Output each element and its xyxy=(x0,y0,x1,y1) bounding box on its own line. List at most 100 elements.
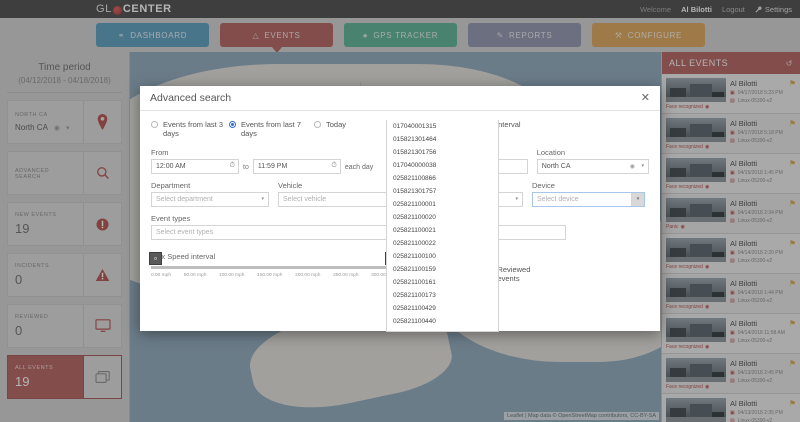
to-time-value: 11:59 PM xyxy=(257,162,288,170)
tab-reports[interactable]: ✎ REPORTS xyxy=(468,23,581,47)
clear-icon[interactable]: ◉ xyxy=(53,124,61,132)
radio-events-last-7-days[interactable]: Events from last 7 days xyxy=(229,120,314,139)
pin-icon[interactable]: ⚑ xyxy=(788,359,796,368)
device-option[interactable]: 025821100866 xyxy=(393,175,436,182)
device-icon: ▤ xyxy=(730,138,735,144)
device-option[interactable]: 025821100020 xyxy=(393,214,436,221)
map-attribution[interactable]: Leaflet | Map data © OpenStreetMap contr… xyxy=(504,412,659,420)
tab-dashboard[interactable]: ⚭ DASHBOARD xyxy=(96,23,209,47)
event-thumbnail[interactable] xyxy=(666,118,726,142)
event-types-select[interactable]: Select event types xyxy=(151,224,397,240)
device-option[interactable]: 025821100021 xyxy=(393,227,436,234)
pin-icon[interactable]: ⚑ xyxy=(788,119,796,128)
close-icon[interactable]: ✕ xyxy=(640,91,650,104)
sidebar-card-advanced-search[interactable]: ADVANCED SEARCH xyxy=(7,151,122,195)
event-thumbnail[interactable] xyxy=(666,198,726,222)
event-list-item[interactable]: Face recognized◉ Al Bilotti ▣04/13/2018 2:… xyxy=(662,354,800,394)
event-thumbnail[interactable] xyxy=(666,78,726,102)
event-list-item[interactable]: Face recognized ◉ Al Bilotti ▣ 04/14/2018 11… xyxy=(662,314,800,354)
event-thumbnail[interactable] xyxy=(666,398,726,422)
refresh-icon[interactable]: ↺ xyxy=(785,58,793,68)
pin-icon[interactable]: ⚑ xyxy=(788,79,796,88)
sidebar-card-reviewed[interactable]: REVIEWED 0 xyxy=(7,304,122,348)
pin-icon[interactable]: ⚑ xyxy=(788,199,796,208)
event-meta: Al Bilotti ▣ 04/15/2018 1:45 PM ▤ Linux-0520… xyxy=(730,158,795,190)
from-time-input[interactable]: 12:00 AM ⏱ xyxy=(151,158,239,174)
sidebar-card-incidents[interactable]: INCIDENTS 0 xyxy=(7,253,122,297)
vehicle-select[interactable]: Select vehicle ▾ xyxy=(278,191,396,207)
chevron-down-icon[interactable]: ▾ xyxy=(641,163,644,170)
device-option[interactable]: 025821100440 xyxy=(393,318,436,325)
chevron-down-icon[interactable]: ▾ xyxy=(631,192,644,206)
device-option[interactable]: 017040000038 xyxy=(393,162,437,169)
device-option[interactable]: 017040001315 xyxy=(393,123,437,130)
sidebar-card-location[interactable]: NORTH CA North CA ◉ ▾ xyxy=(7,100,122,144)
event-meta: Al Bilotti ▣ 04/14/2018 11:58 AM ▤ Linux-052… xyxy=(730,318,795,350)
radio-dot-icon xyxy=(314,121,321,128)
device-option[interactable]: 025821100001 xyxy=(393,201,436,208)
to-time-input[interactable]: 11:59 PM ⏱ xyxy=(252,158,341,174)
device-dropdown-list[interactable]: 017040001315 015821301464 015821301756 0170… xyxy=(386,120,499,332)
events-list[interactable]: Face recognized ◉ Al Bilotti ▣ 04/17/2018 5:… xyxy=(662,74,800,422)
device-option[interactable]: 015821301757 xyxy=(393,188,437,195)
events-panel-header: ALL EVENTS ↺ xyxy=(662,52,800,74)
event-thumbnail[interactable] xyxy=(666,318,726,342)
device-option[interactable]: 025821100478 xyxy=(387,328,498,331)
pin-icon[interactable]: ⚑ xyxy=(788,159,796,168)
device-option[interactable]: 015821301464 xyxy=(393,136,437,143)
event-thumbnail[interactable] xyxy=(666,278,726,302)
chevron-down-icon[interactable]: ▾ xyxy=(261,196,264,203)
device-placeholder: Select device xyxy=(537,195,579,203)
event-list-item[interactable]: Face recognized◉ Al Bilotti ▣04/13/2018 2:… xyxy=(662,394,800,422)
sidebar-card-all-events[interactable]: ALL EVENTS 19 xyxy=(7,355,122,399)
event-list-item[interactable]: Face recognized ◉ Al Bilotti ▣ 04/17/2018 5:… xyxy=(662,114,800,154)
event-list-item[interactable]: Panic ◉ Al Bilotti ▣ 04/14/2018 2:34 PM ▤ Linu… xyxy=(662,194,800,234)
radio-today[interactable]: Today xyxy=(314,120,397,139)
pin-icon[interactable]: ⚑ xyxy=(788,279,796,288)
device-option[interactable]: 025821100429 xyxy=(393,305,436,312)
device-option[interactable]: 025821100173 xyxy=(393,292,436,299)
clear-icon[interactable]: ◉ xyxy=(629,163,635,170)
clock-icon[interactable]: ⏱ xyxy=(331,162,337,170)
settings-link[interactable]: Settings xyxy=(755,5,792,14)
tab-events[interactable]: △ EVENTS xyxy=(220,23,333,53)
slider-track[interactable]: 0 300 xyxy=(149,251,399,269)
slider-min-handle[interactable]: 0 xyxy=(149,251,162,265)
event-device: Linux-05390-v2 xyxy=(737,98,773,104)
device-option[interactable]: 025821100022 xyxy=(393,240,436,247)
pin-icon[interactable]: ⚑ xyxy=(788,239,796,248)
department-select[interactable]: Select department ▾ xyxy=(151,191,269,207)
clock-icon[interactable]: ⏱ xyxy=(229,162,235,170)
event-thumbnail[interactable] xyxy=(666,238,726,262)
max-speed-slider[interactable]: Max Speed interval 0 300 0.00 mph 50.00 m… xyxy=(149,251,399,284)
event-list-item[interactable]: Face recognized ◉ Al Bilotti ▣ 04/14/2018 2:… xyxy=(662,234,800,274)
event-list-item[interactable]: Face recognized ◉ Al Bilotti ▣ 04/17/2018 5:… xyxy=(662,74,800,114)
calendar-icon: ▣ xyxy=(730,250,735,256)
chevron-down-icon[interactable]: ▾ xyxy=(515,196,518,203)
sidebar-card-new-events[interactable]: NEW EVENTS 19 xyxy=(7,202,122,246)
tab-configure[interactable]: ⚒ CONFIGURE xyxy=(592,23,705,47)
location-select[interactable]: North CA ◉ ▾ xyxy=(536,158,649,174)
device-option[interactable]: 025821100159 xyxy=(393,266,436,273)
tab-gps-tracker[interactable]: ● GPS TRACKER xyxy=(344,23,457,47)
slider-fill xyxy=(151,265,397,269)
event-list-item[interactable]: Face recognized ◉ Al Bilotti ▣ 04/14/2018 1:… xyxy=(662,274,800,314)
event-device: Linux-05390-v2 xyxy=(737,258,773,264)
chevron-down-icon[interactable]: ▾ xyxy=(66,124,70,132)
logout-link[interactable]: Logout xyxy=(721,4,745,14)
pin-icon[interactable]: ⚑ xyxy=(788,399,796,408)
event-list-item[interactable]: Face recognized ◉ Al Bilotti ▣ 04/15/2018 1:… xyxy=(662,154,800,194)
brand-gl-text: GL xyxy=(96,3,112,15)
event-types-placeholder: Select event types xyxy=(156,228,214,236)
event-thumbnail[interactable] xyxy=(666,358,726,382)
device-option[interactable]: 015821301756 xyxy=(393,149,437,156)
pin-icon[interactable]: ⚑ xyxy=(788,319,796,328)
radio-events-last-3-days[interactable]: Events from last 3 days xyxy=(151,120,229,139)
event-timestamp-row: ▣ 04/14/2018 1:44 PM xyxy=(730,290,795,296)
event-device-row: ▤ Linux-05390-v2 xyxy=(730,98,795,104)
event-thumbnail[interactable] xyxy=(666,158,726,182)
device-option[interactable]: 025821100161 xyxy=(393,279,436,286)
device-option[interactable]: 025821100100 xyxy=(393,253,436,260)
device-select[interactable]: Select device ▾ xyxy=(532,191,645,207)
brand-logo[interactable]: GL CENTER xyxy=(96,0,172,18)
